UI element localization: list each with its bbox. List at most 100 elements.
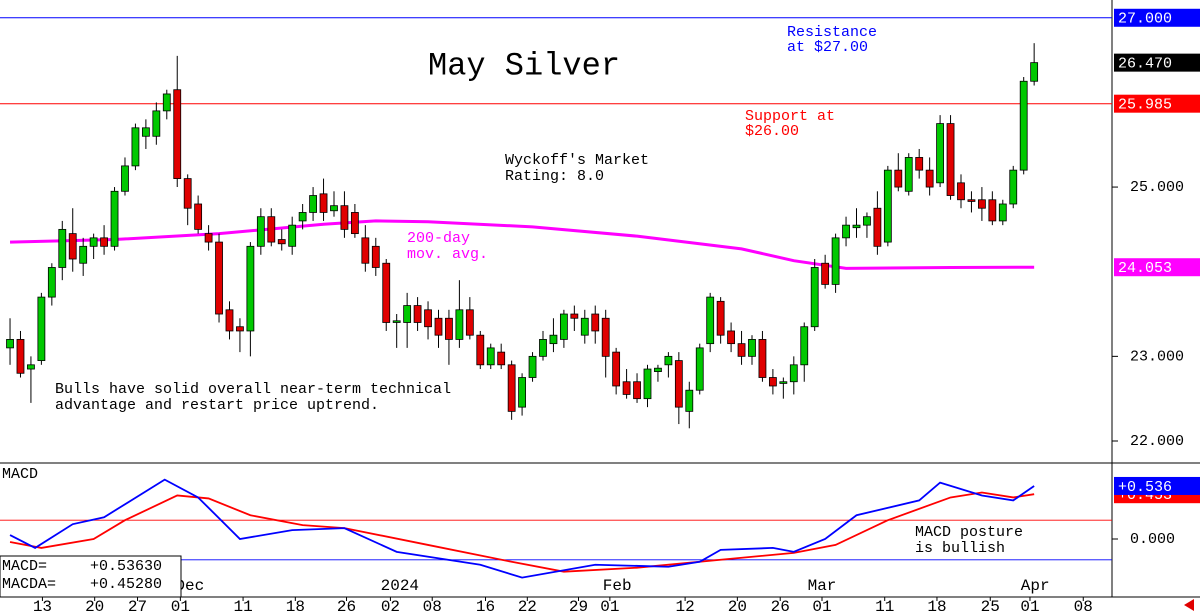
- candle-body: [89, 237, 98, 247]
- x-tick-label: 01: [600, 598, 619, 616]
- candle-body: [225, 309, 234, 332]
- candle-body: [998, 203, 1007, 222]
- candle-body: [852, 224, 861, 229]
- candle-body: [748, 339, 756, 357]
- candle-body: [967, 199, 976, 202]
- candle-body: [288, 224, 297, 247]
- candle-body: [633, 381, 641, 400]
- candle-body: [894, 169, 903, 188]
- candle-body: [507, 364, 516, 412]
- candle-body: [58, 228, 67, 268]
- candle-body: [1009, 169, 1018, 205]
- candle-body: [277, 239, 286, 245]
- x-tick-label: 12: [676, 598, 695, 616]
- candle-body: [434, 317, 443, 336]
- candle-body: [236, 326, 244, 332]
- candle-body: [612, 351, 621, 387]
- x-tick-label: 13: [33, 598, 52, 616]
- x-tick-label: 18: [286, 598, 305, 616]
- candle-body: [580, 317, 589, 336]
- candle-body: [737, 343, 746, 357]
- y-tick-label: 22.000: [1130, 433, 1184, 450]
- panel-title: MACD: [2, 466, 38, 483]
- month-label: Dec: [175, 577, 204, 595]
- candle-body: [946, 123, 955, 196]
- candle-body: [549, 334, 558, 345]
- candle-body: [486, 347, 495, 366]
- last-price-label: 26.470: [1118, 56, 1172, 73]
- candle-body: [79, 245, 88, 264]
- candle-body: [988, 199, 997, 222]
- moving-average-value-label: 24.053: [1118, 260, 1172, 277]
- candle-body: [392, 320, 401, 323]
- x-tick-label: 01: [812, 598, 831, 616]
- candle-body: [810, 267, 819, 328]
- x-tick-label: 26: [337, 598, 356, 616]
- scroll-arrow[interactable]: [1184, 599, 1194, 611]
- candle-body: [528, 355, 537, 378]
- x-tick-label: 27: [128, 598, 147, 616]
- x-tick-label: 11: [233, 598, 252, 616]
- candle-body: [863, 216, 871, 226]
- candle-body: [6, 339, 14, 349]
- candle-body: [518, 377, 526, 408]
- x-tick-label: 08: [1074, 598, 1093, 616]
- candle-body: [904, 157, 913, 192]
- candle-body: [800, 326, 809, 366]
- price-line-note: Resistance: [787, 24, 877, 41]
- candle-body: [330, 205, 338, 212]
- legend-value: +0.45280: [90, 576, 162, 593]
- candle-body: [68, 233, 77, 260]
- month-label: Mar: [808, 577, 837, 595]
- candle-body: [936, 123, 944, 184]
- candle-body: [204, 233, 213, 243]
- candle-body: [789, 364, 798, 383]
- candle-body: [685, 389, 694, 412]
- candle-body: [110, 190, 119, 247]
- candle-body: [957, 182, 965, 201]
- legend-box: [0, 555, 182, 598]
- candle-body: [121, 165, 129, 192]
- x-tick-label: 02: [381, 598, 400, 616]
- month-label: 2024: [381, 577, 419, 595]
- price-line-note: $26.00: [745, 123, 799, 140]
- candle-body: [664, 355, 673, 366]
- legend-name: MACDA=: [2, 576, 56, 593]
- x-tick-label: 20: [728, 598, 747, 616]
- candle-body: [758, 339, 767, 378]
- month-label: Apr: [1021, 577, 1050, 595]
- candle-body: [654, 367, 662, 372]
- candle-body: [1030, 62, 1039, 82]
- candle-body: [194, 203, 203, 230]
- x-tick-label: 08: [423, 598, 442, 616]
- candle-body: [413, 305, 422, 323]
- candle-body: [643, 368, 652, 400]
- candle-body: [298, 212, 307, 222]
- candle-body: [382, 262, 391, 323]
- candle-body: [403, 305, 412, 323]
- candle-body: [183, 178, 192, 209]
- price-line-label-box: [1114, 8, 1200, 27]
- candle-body: [215, 241, 223, 315]
- candle-body: [539, 339, 547, 357]
- candle-body: [267, 216, 276, 243]
- x-tick-label: 25: [981, 598, 1000, 616]
- candle-body: [768, 377, 777, 387]
- candle-body: [256, 216, 265, 247]
- price-line-note: at $27.00: [787, 39, 868, 56]
- annotation: Wyckoff's Market: [505, 152, 649, 169]
- candle-body: [1019, 80, 1028, 171]
- candle-body: [246, 245, 255, 332]
- candle-body: [340, 205, 349, 230]
- candle-body: [350, 212, 359, 235]
- x-tick-label: 29: [569, 598, 588, 616]
- moving-average-value-label-box: [1114, 258, 1200, 277]
- y-tick-label: 0.000: [1130, 531, 1175, 548]
- candle-body: [883, 169, 892, 243]
- month-label: Feb: [603, 577, 632, 595]
- x-tick-label: 26: [771, 598, 790, 616]
- y-tick-label: 23.000: [1130, 348, 1184, 365]
